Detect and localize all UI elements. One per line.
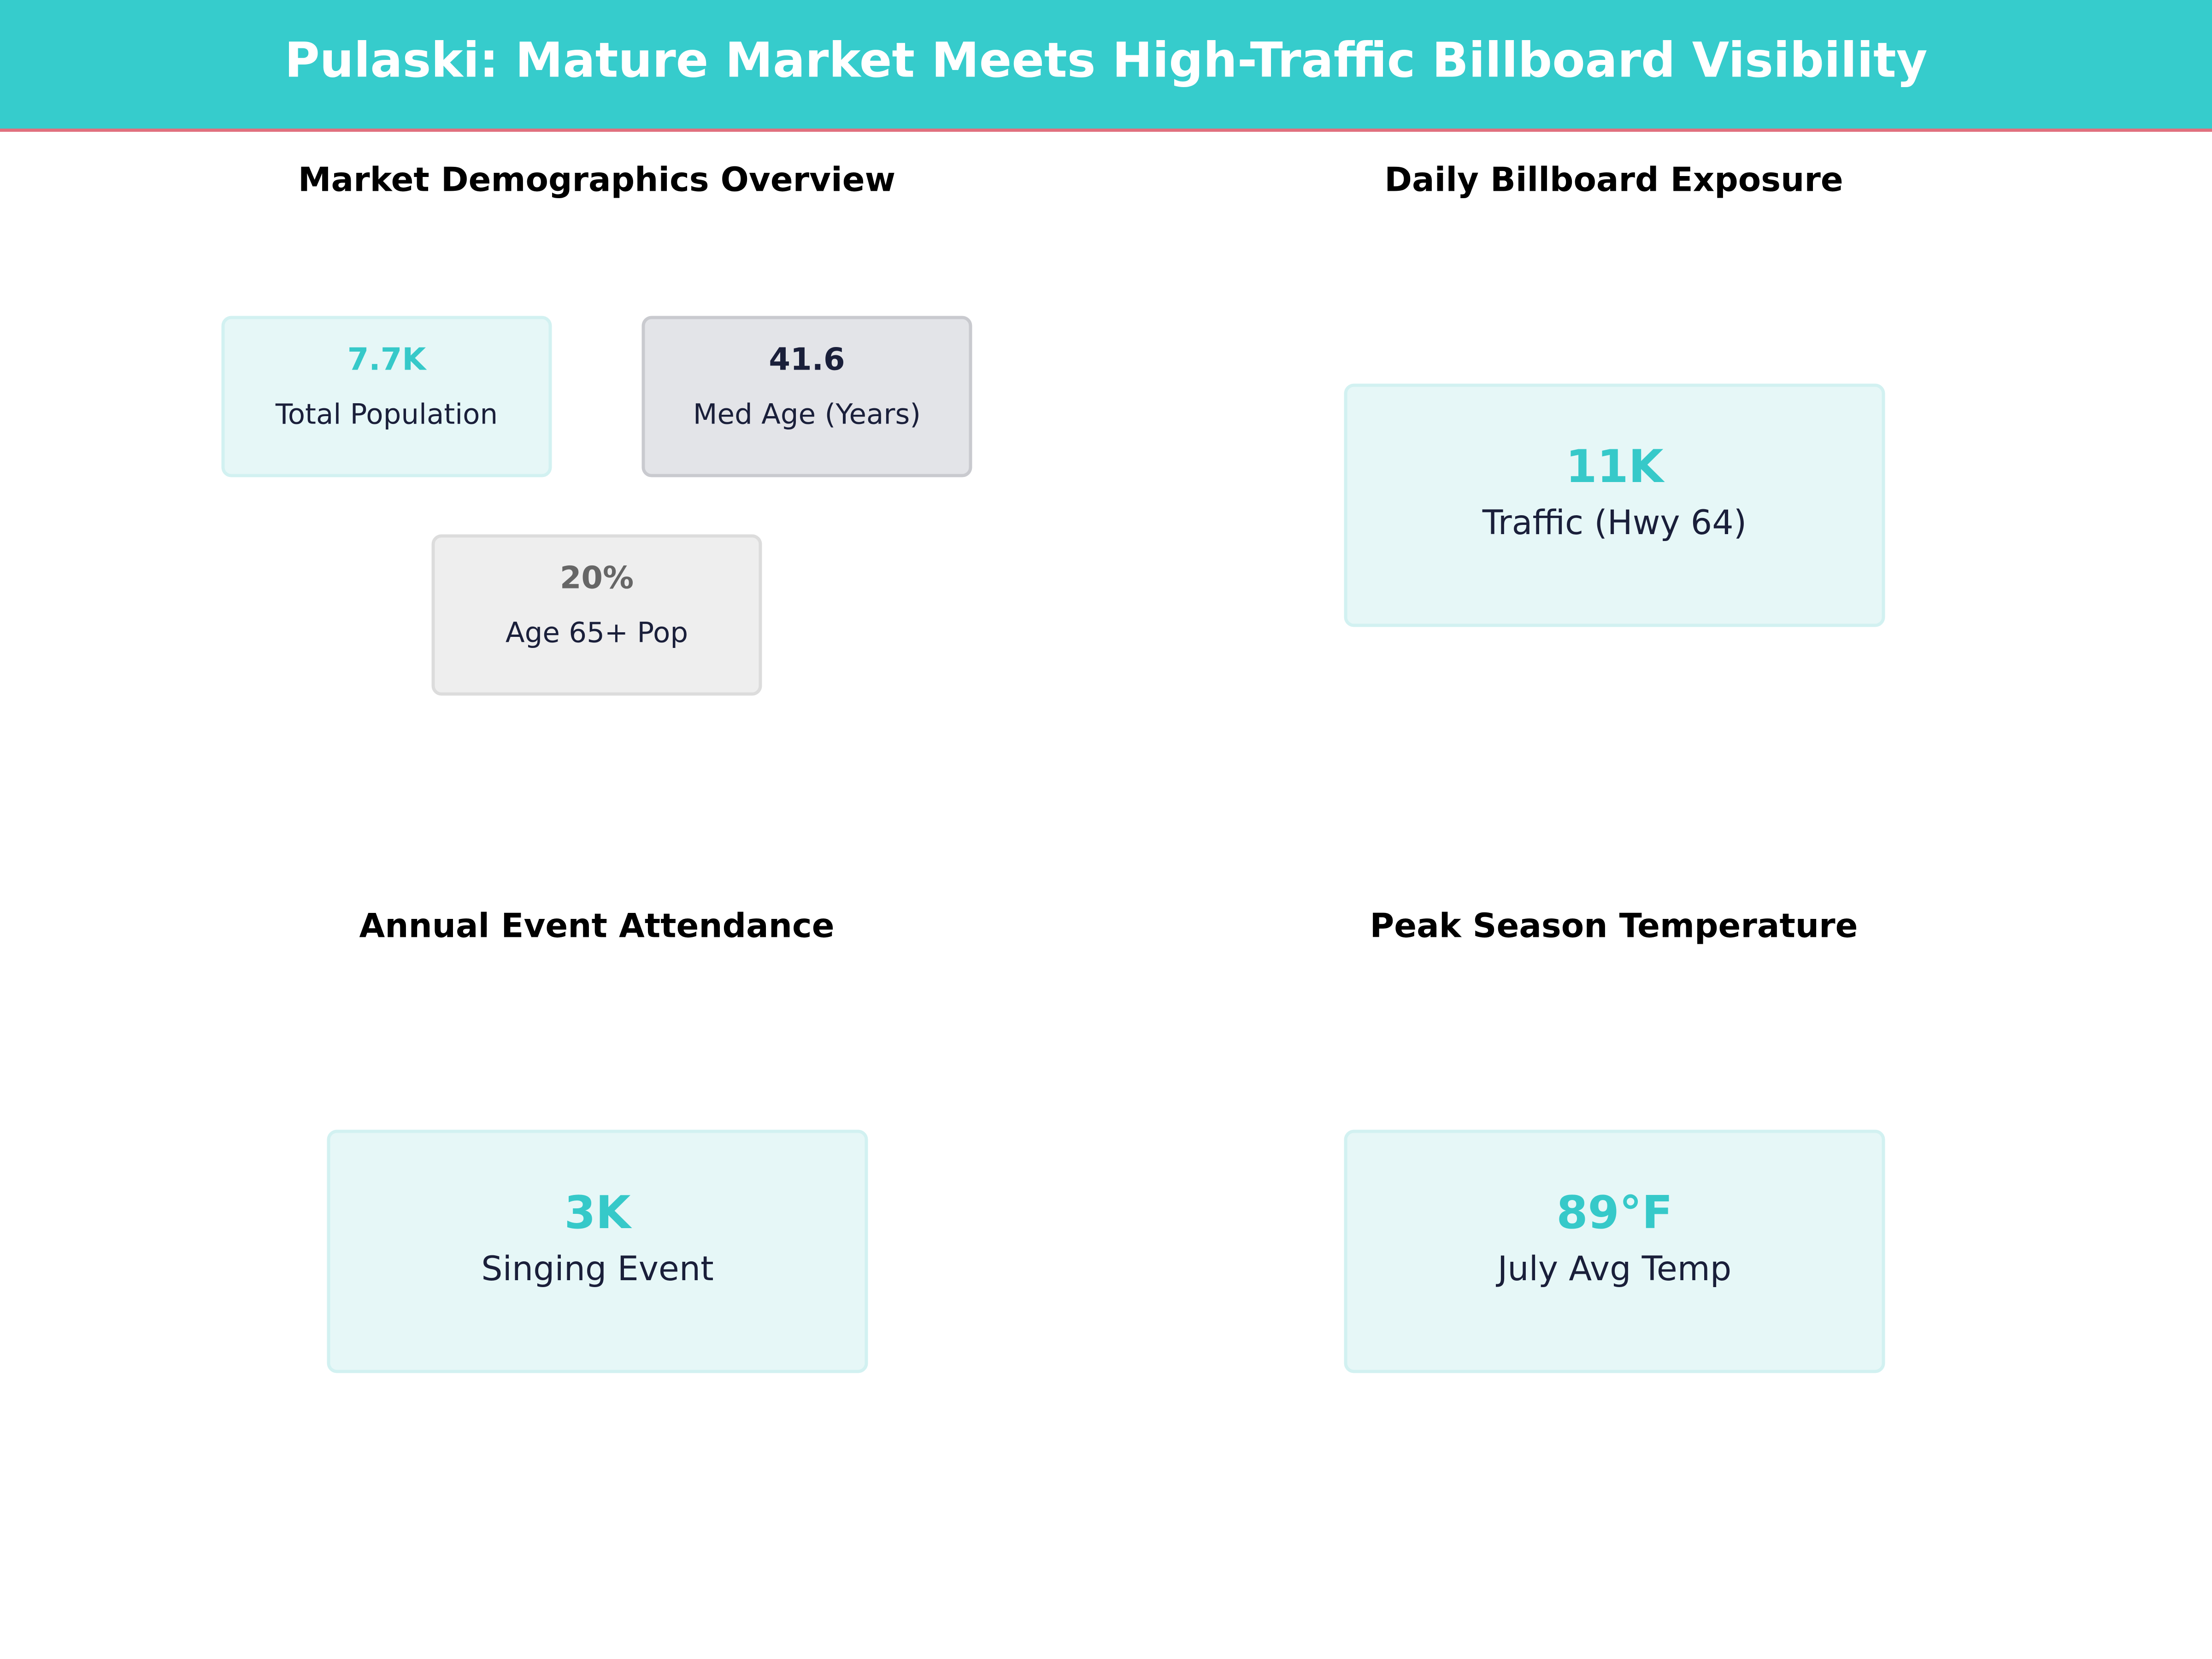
header-rule — [0, 129, 2212, 132]
kpi-value: 89°F — [1556, 1187, 1672, 1239]
kpi-card — [1344, 1130, 1885, 1373]
panel-title: Daily Billboard Exposure — [1384, 160, 1843, 199]
kpi-label: Total Population — [275, 398, 498, 431]
kpi-label: Med Age (Years) — [693, 398, 921, 431]
kpi-label: Age 65+ Pop — [506, 617, 688, 649]
kpi-value: 20% — [560, 560, 634, 596]
kpi-value: 11K — [1565, 441, 1665, 493]
kpi-card — [221, 316, 552, 477]
header-bar — [0, 0, 2212, 130]
panel-title: Annual Event Attendance — [359, 906, 834, 945]
kpi-value: 41.6 — [769, 341, 845, 377]
page-title: Pulaski: Mature Market Meets High-Traffi… — [284, 32, 1927, 88]
kpi-value: 7.7K — [347, 341, 427, 377]
kpi-card — [641, 316, 972, 477]
kpi-card — [431, 534, 762, 696]
kpi-value: 3K — [564, 1187, 632, 1239]
panel-title: Market Demographics Overview — [298, 160, 895, 199]
panel-title: Peak Season Temperature — [1370, 906, 1858, 945]
kpi-label: Singing Event — [481, 1249, 713, 1288]
kpi-card — [1344, 383, 1885, 627]
kpi-card — [327, 1130, 868, 1373]
kpi-label: July Avg Temp — [1496, 1249, 1731, 1288]
kpi-label: Traffic (Hwy 64) — [1482, 503, 1747, 542]
